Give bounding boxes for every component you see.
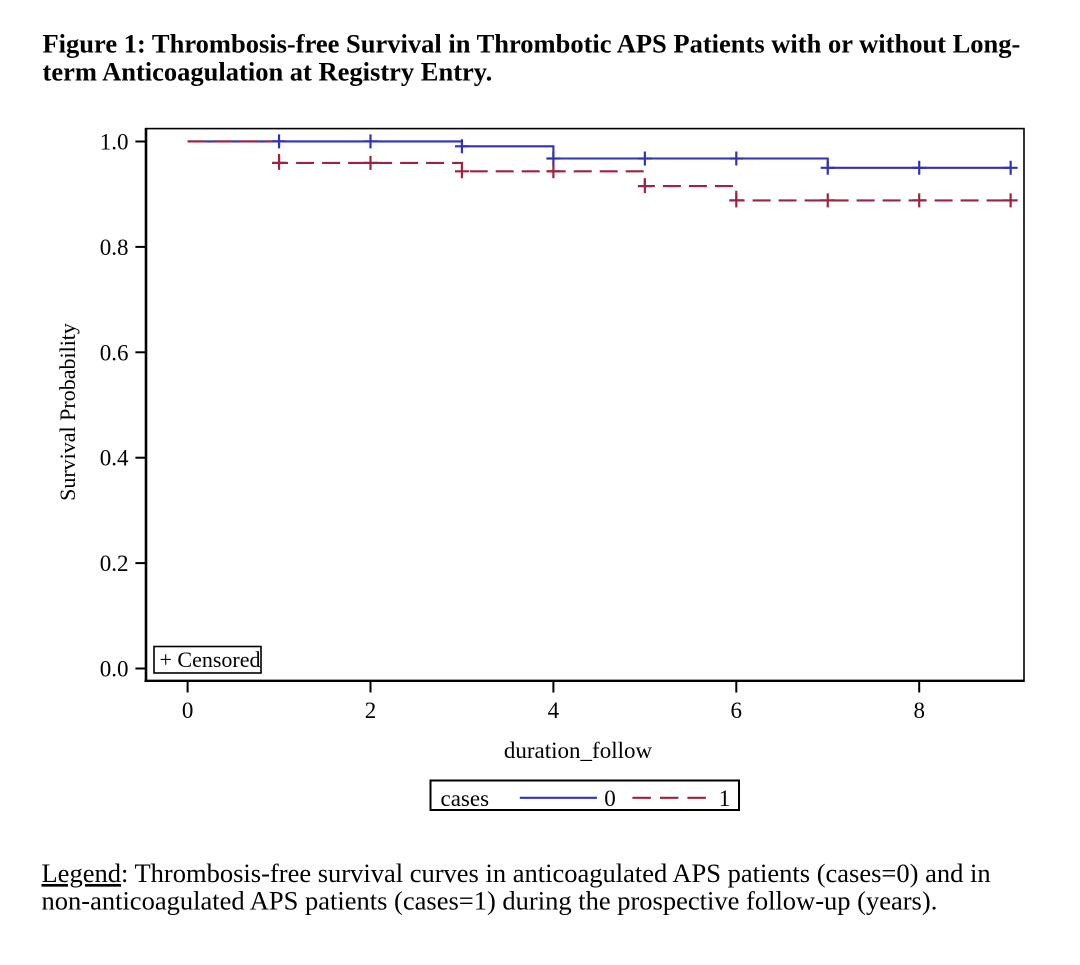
svg-text:+ Censored: + Censored (160, 647, 261, 672)
svg-text:0.2: 0.2 (100, 551, 129, 576)
svg-text:0.6: 0.6 (100, 340, 129, 365)
svg-text:term Anticoagulation at Regist: term Anticoagulation at Registry Entry. (43, 56, 493, 86)
svg-text:0: 0 (182, 698, 194, 723)
svg-text:0.4: 0.4 (100, 446, 129, 471)
svg-text:0: 0 (604, 786, 616, 811)
svg-text:0.0: 0.0 (100, 657, 129, 682)
svg-text:cases: cases (441, 786, 490, 811)
svg-text:Figure 1: Thrombosis-free Surv: Figure 1: Thrombosis-free Survival in Th… (43, 29, 1021, 59)
svg-text:non-anticoagulated APS patient: non-anticoagulated APS patients (cases=1… (42, 886, 938, 916)
svg-text:1: 1 (719, 786, 731, 811)
svg-text:2: 2 (365, 698, 377, 723)
svg-text:1.0: 1.0 (100, 130, 129, 155)
svg-text:6: 6 (731, 698, 743, 723)
svg-text:0.8: 0.8 (100, 235, 129, 260)
svg-text:8: 8 (913, 698, 925, 723)
svg-text:Legend: Thrombosis-free surviv: Legend: Thrombosis-free survival curves … (42, 858, 991, 888)
svg-text:4: 4 (548, 698, 560, 723)
svg-text:Survival Probability: Survival Probability (55, 323, 80, 501)
svg-text:duration_follow: duration_follow (504, 738, 653, 763)
